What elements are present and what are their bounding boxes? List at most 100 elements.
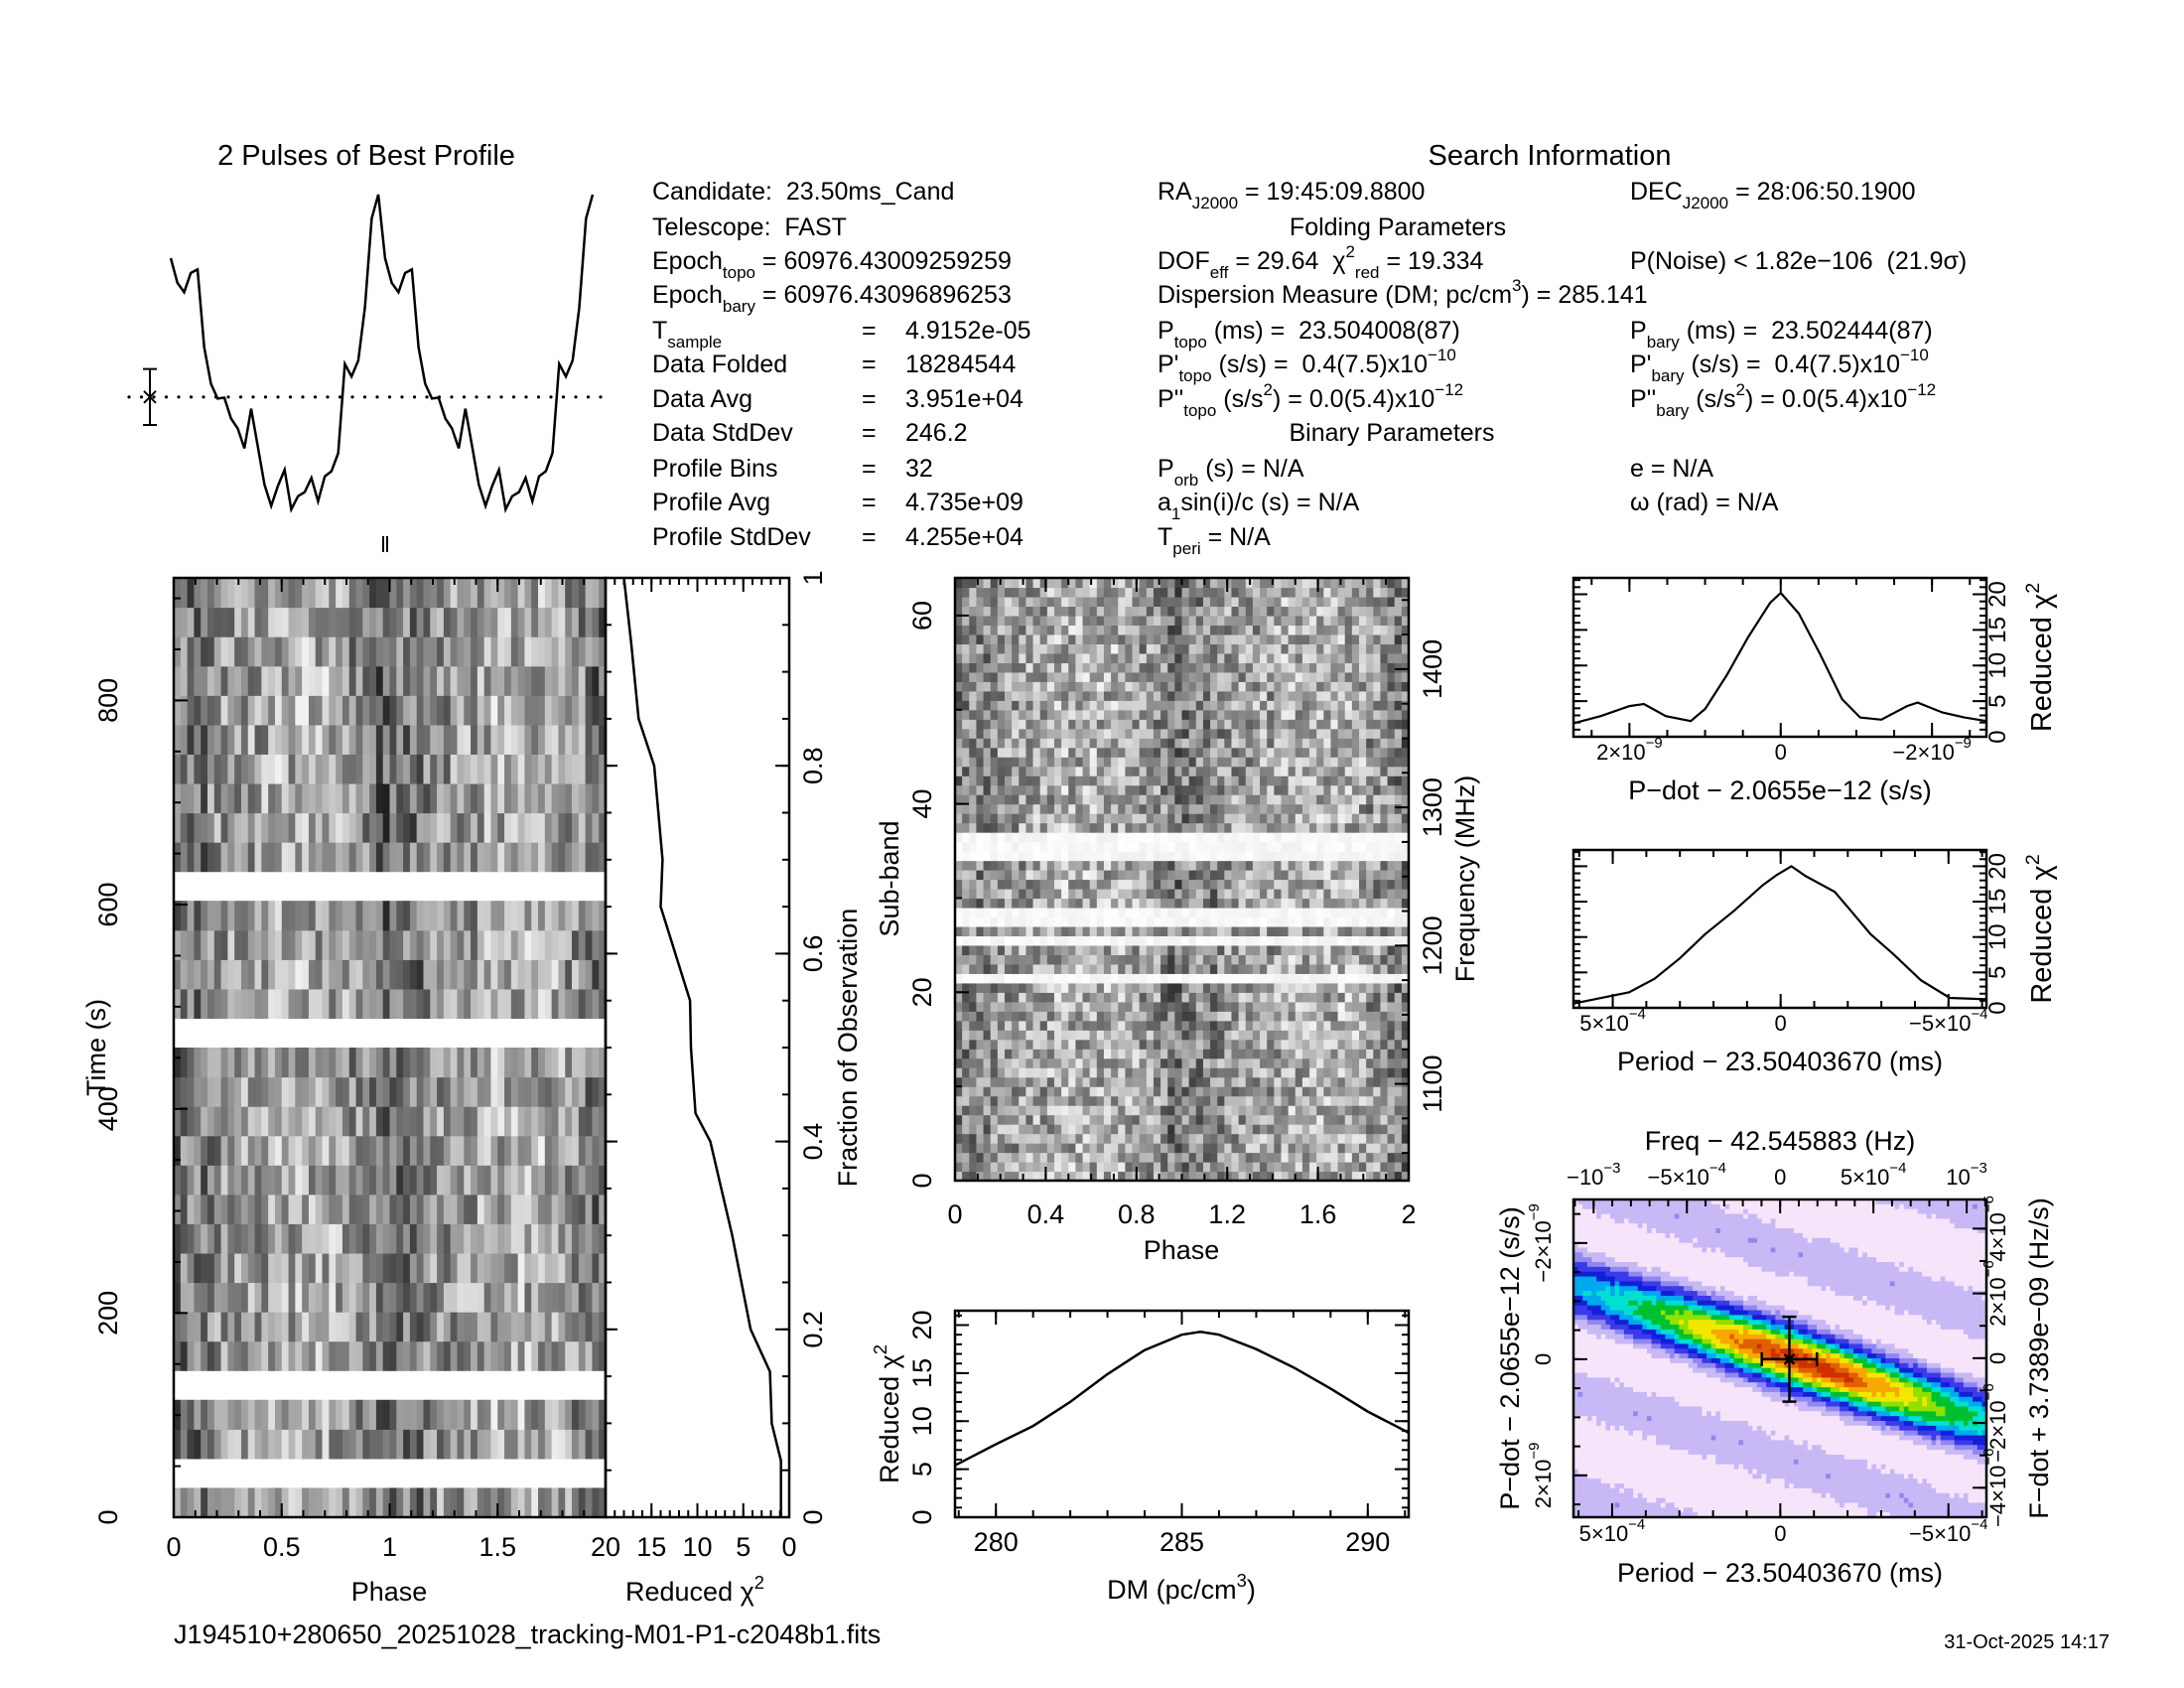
subband-cell: [1337, 738, 1346, 749]
subband-cell: [1387, 757, 1396, 768]
subband-cell: [1260, 1067, 1268, 1078]
subband-cell: [1103, 851, 1112, 862]
subband-cell: [1351, 1162, 1360, 1173]
subband-cell: [983, 879, 992, 890]
subband-cell: [1004, 1086, 1013, 1097]
subband-cell: [1019, 784, 1027, 795]
time-phase-cell: [565, 1223, 573, 1254]
subband-cell: [1125, 1067, 1134, 1078]
subband-cell: [1217, 954, 1225, 965]
subband-cell: [1160, 728, 1168, 739]
time-phase-cell: [437, 782, 445, 814]
subband-cell: [1139, 822, 1148, 833]
subband-cell: [1089, 935, 1098, 946]
subband-cell: [1344, 925, 1353, 936]
time-phase-cell: [544, 929, 553, 960]
subband-cell: [1046, 888, 1055, 900]
subband-cell: [1096, 1162, 1105, 1173]
time-phase-cell: [308, 1106, 317, 1137]
time-phase-cell: [510, 665, 519, 696]
time-phase-cell: [355, 1076, 363, 1107]
subband-cell: [1252, 1039, 1261, 1050]
time-phase-cell: [464, 988, 472, 1020]
subband-cell: [1195, 870, 1204, 881]
subband-cell: [1351, 879, 1360, 890]
time-phase-cell: [578, 1048, 587, 1078]
subband-cell: [969, 719, 978, 730]
subband-cell: [1061, 794, 1069, 805]
time-phase-cell: [174, 988, 182, 1020]
subband-cell: [969, 1133, 978, 1144]
time-phase-cell: [389, 929, 397, 960]
time-phase-cell: [234, 1048, 242, 1078]
subband-cell: [1004, 766, 1013, 776]
time-phase-cell: [268, 724, 276, 755]
subband-cell: [1167, 1114, 1175, 1125]
time-phase-cell: [234, 1165, 242, 1196]
subband-cell: [1181, 954, 1190, 965]
subband-cell: [1174, 747, 1183, 758]
subband-cell: [1394, 935, 1403, 946]
time-phase-cell: [538, 1429, 546, 1460]
time-phase-cell: [274, 1194, 283, 1224]
subband-cell: [1359, 907, 1367, 918]
subband-cell: [1337, 851, 1346, 862]
subband-cell: [976, 784, 985, 795]
subband-cell: [997, 879, 1006, 890]
subband-cell: [1089, 860, 1098, 871]
subband-cell: [1075, 784, 1084, 795]
subband-cell: [1401, 1133, 1410, 1144]
subband-cell: [983, 1114, 992, 1125]
time-phase-cell: [369, 929, 377, 960]
subband-cell: [983, 766, 992, 776]
time-phase-cell: [504, 1399, 512, 1430]
subband-cell: [1281, 1095, 1290, 1106]
subband-cell: [1245, 719, 1254, 730]
subband-cell: [1202, 916, 1211, 927]
subband-cell: [1401, 898, 1410, 909]
subband-cell: [1295, 907, 1303, 918]
subband-cell: [976, 1114, 985, 1125]
subband-cell: [1359, 1124, 1367, 1135]
subband-cell: [962, 747, 970, 758]
subband-cell: [1025, 822, 1034, 833]
subband-cell: [1012, 879, 1020, 890]
subband-cell: [1252, 888, 1261, 900]
subband-cell: [1195, 1143, 1204, 1154]
time-phase-cell: [471, 1252, 478, 1284]
time-phase-cell: [382, 1340, 391, 1371]
subband-cell: [955, 1011, 963, 1022]
subband-cell: [1231, 898, 1240, 909]
time-phase-cell: [240, 1487, 249, 1518]
subband-cell: [1061, 879, 1069, 890]
subband-cell: [1181, 1133, 1190, 1144]
subband-cell: [1301, 888, 1310, 900]
subband-cell: [1288, 954, 1297, 965]
subband-cell: [1160, 803, 1168, 814]
subband-cell: [1217, 888, 1225, 900]
subband-cell: [1082, 1057, 1091, 1068]
subband-cell: [1267, 728, 1275, 739]
time-phase-cell: [565, 1487, 573, 1518]
subband-cell: [1224, 775, 1233, 786]
time-phase-cell: [254, 1223, 262, 1254]
subband-cell: [1359, 1152, 1367, 1163]
subband-cell: [1394, 982, 1403, 993]
subband-cell: [1146, 1057, 1155, 1068]
subband-cell: [1160, 1171, 1168, 1182]
subband-cell: [1174, 728, 1183, 739]
time-phase-cell: [180, 842, 189, 873]
time-phase-cell: [497, 929, 505, 960]
subband-cell: [1153, 813, 1161, 824]
time-phase-cell: [220, 1282, 228, 1313]
time-phase-cell: [268, 929, 276, 960]
time-phase-cell: [315, 1194, 324, 1224]
time-phase-cell: [295, 1106, 303, 1137]
subband-cell: [1195, 954, 1204, 965]
time-phase-cell: [348, 842, 357, 873]
time-phase-cell: [362, 1429, 370, 1460]
time-phase-cell: [437, 1194, 445, 1224]
subband-cell: [1301, 944, 1310, 955]
subband-cell: [1061, 1076, 1069, 1087]
subband-cell: [1238, 766, 1247, 776]
